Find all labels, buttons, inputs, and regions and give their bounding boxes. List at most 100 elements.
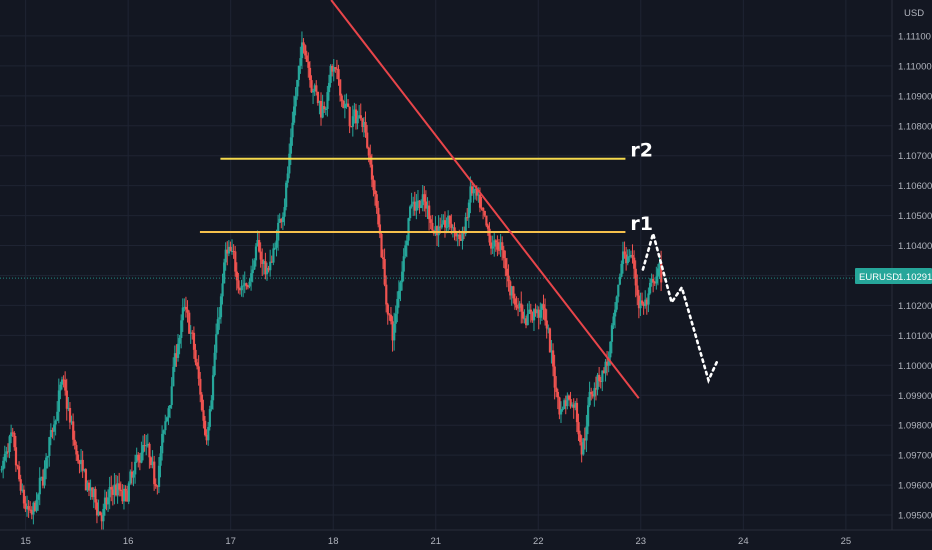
candle-body (334, 67, 337, 69)
candle-body (447, 215, 450, 228)
candle-body (92, 488, 95, 497)
candle-body (121, 491, 124, 502)
y-tick-label: 1.10000 (898, 361, 932, 372)
x-tick-label: 25 (841, 536, 852, 547)
candle-body (502, 250, 505, 259)
projection-path[interactable] (641, 228, 719, 385)
candle-body (273, 247, 277, 249)
candle-body (135, 454, 138, 462)
candle-body (57, 390, 61, 412)
candle-body (251, 269, 254, 274)
candle-body (634, 268, 637, 286)
candle-body (580, 442, 583, 455)
candle-body (436, 226, 439, 236)
x-tick-label: 21 (430, 536, 441, 547)
candle-body (29, 509, 32, 511)
candle-body (469, 186, 472, 203)
candle-body (571, 404, 574, 407)
candle-body (94, 488, 97, 503)
candle-body (389, 314, 393, 322)
candle-body (612, 316, 615, 326)
candle-body (191, 332, 194, 334)
candle-body (213, 352, 216, 376)
candle-body (540, 304, 544, 310)
candle-body (80, 459, 83, 465)
time-axis-panel[interactable] (0, 530, 932, 550)
candle-body (332, 67, 335, 72)
candle-body (207, 426, 210, 441)
candle-body (445, 227, 448, 229)
candle-body (210, 400, 213, 410)
candle-body (442, 220, 445, 225)
x-tick-label: 17 (225, 536, 236, 547)
candle-body (70, 421, 73, 423)
candle-body (496, 242, 499, 250)
candle-body (509, 281, 512, 296)
candle-body (54, 420, 57, 425)
candle-body (553, 366, 556, 388)
candle-body (585, 426, 588, 441)
candle-body (283, 207, 286, 217)
candle-body (170, 386, 173, 406)
candle-body (180, 320, 183, 338)
candle-body (261, 259, 264, 265)
candle-body (49, 430, 53, 438)
candle-body (415, 201, 418, 211)
candle-body (262, 261, 266, 265)
candle-body (318, 100, 321, 104)
price-axis-panel[interactable] (892, 0, 932, 530)
candle-body (86, 482, 89, 491)
candle-body (602, 370, 606, 374)
candle-body (84, 469, 88, 491)
candle-body (149, 457, 153, 466)
candle-body (100, 515, 103, 522)
candle-body (606, 361, 609, 366)
candle-body (453, 227, 456, 233)
candle-body (374, 190, 377, 195)
candle-body (547, 328, 550, 330)
candle-body (259, 251, 262, 260)
candle-body (388, 314, 391, 316)
candle-body (99, 511, 102, 516)
candle-body (350, 126, 353, 128)
trendline[interactable] (330, 0, 640, 399)
candle-body (278, 218, 281, 223)
candle-body (378, 224, 382, 234)
candle-body (448, 215, 451, 224)
candle-body (215, 334, 218, 353)
candle-body (265, 267, 269, 275)
candle-body (173, 353, 177, 367)
candle-body (467, 202, 471, 218)
candle-body (594, 388, 598, 390)
candle-body (269, 261, 272, 271)
candles (0, 31, 663, 533)
candle-body (552, 350, 555, 367)
candle-body (558, 397, 561, 415)
drawing-overlays[interactable]: r2 r1 (0, 0, 892, 399)
candle-body (544, 308, 547, 321)
candle-body (517, 307, 520, 309)
last-price-badge: EURUSD 1.10291 (855, 268, 932, 284)
y-tick-label: 1.10700 (898, 151, 932, 162)
candle-body (518, 303, 521, 308)
candle-body (186, 309, 189, 313)
candle-body (30, 510, 33, 515)
candle-body (658, 262, 661, 269)
candle-body (183, 306, 186, 308)
candle-body (264, 261, 267, 275)
candle-body (660, 262, 663, 283)
candle-body (583, 438, 587, 441)
candle-body (122, 488, 126, 502)
candle-body (426, 205, 429, 209)
x-tick-label: 18 (328, 536, 339, 547)
candle-body (81, 459, 84, 471)
candle-body (572, 404, 575, 408)
currency-label: USD (904, 8, 924, 19)
y-tick-label: 1.10900 (898, 91, 932, 102)
candle-body (46, 455, 49, 458)
candle-body (288, 153, 291, 174)
candle-body (60, 379, 64, 385)
candle-body (258, 239, 261, 252)
candle-body (132, 474, 135, 478)
